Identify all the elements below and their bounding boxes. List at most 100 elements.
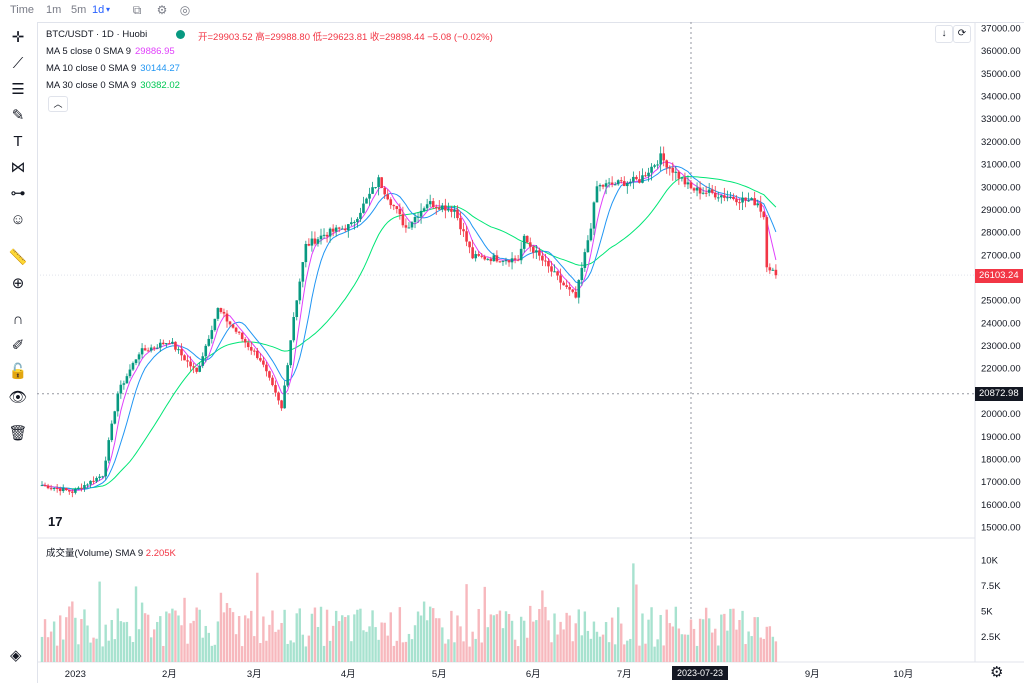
candle-body xyxy=(629,181,632,183)
text-icon[interactable]: T xyxy=(13,133,23,150)
trend-line-icon[interactable]: ⟋ xyxy=(12,55,24,72)
emoji-icon[interactable]: ☺ xyxy=(10,211,26,228)
volume-bar xyxy=(237,615,241,662)
volume-tick: 10K xyxy=(981,556,999,567)
candle-body xyxy=(565,285,568,287)
brush-icon[interactable]: ✎ xyxy=(11,107,25,124)
candle-body xyxy=(140,348,144,355)
volume-bar xyxy=(322,645,326,662)
candle-body xyxy=(647,172,650,177)
ruler-icon[interactable]: 📏 xyxy=(8,249,28,266)
candle-body xyxy=(316,239,320,244)
timeframe-1d[interactable]: 1d xyxy=(92,4,105,16)
volume-bar xyxy=(462,641,465,662)
volume-bar xyxy=(753,617,756,662)
crosshair-icon[interactable]: ✛ xyxy=(11,29,25,46)
volume-bar xyxy=(762,638,765,662)
candle-body xyxy=(201,356,205,366)
volume-bar xyxy=(723,613,726,662)
candle-body xyxy=(80,487,83,489)
settings-gear-icon[interactable]: ⚙ xyxy=(990,664,1004,681)
pattern-icon[interactable]: ⋈ xyxy=(10,159,26,176)
volume-bar xyxy=(58,615,62,662)
volume-bar xyxy=(707,618,711,662)
volume-bar xyxy=(149,637,153,662)
volume-bar xyxy=(586,630,590,662)
candle-body xyxy=(720,195,723,198)
volume-bar xyxy=(580,635,584,662)
magnet-icon[interactable]: ∩ xyxy=(12,311,24,328)
eye-icon[interactable]: 👁 xyxy=(8,389,28,406)
volume-bar xyxy=(298,608,301,662)
volume-bar xyxy=(677,628,681,662)
price-tick: 37000.00 xyxy=(981,24,1021,35)
candle-body xyxy=(422,208,426,211)
candle-body xyxy=(568,286,571,290)
horizontal-lines-icon[interactable]: ☰ xyxy=(11,81,25,98)
volume-bar xyxy=(159,616,162,662)
candle-body xyxy=(125,376,129,384)
candle-body xyxy=(538,250,541,256)
volume-bar xyxy=(365,631,368,662)
candle-body xyxy=(146,350,150,352)
settings-icon[interactable]: ⚙ xyxy=(156,3,168,17)
volume-bar xyxy=(419,615,423,662)
volume-bar xyxy=(83,609,86,662)
candle-body xyxy=(431,201,435,208)
volume-legend: 成交量(Volume) SMA 9 2.205K xyxy=(46,548,176,559)
refresh-icon[interactable]: ⟳ xyxy=(953,25,971,43)
timeframe-5m[interactable]: 5m xyxy=(71,4,87,16)
candle-body xyxy=(531,246,535,253)
scroll-down-icon[interactable]: ↓ xyxy=(935,25,953,43)
time-tick: 2月 xyxy=(162,669,177,680)
candle-body xyxy=(610,182,614,185)
candle-body xyxy=(698,187,702,194)
expand-icon[interactable]: ⧉ xyxy=(132,3,142,17)
candle-body xyxy=(544,260,547,262)
candle-body xyxy=(262,360,265,365)
ma5-line xyxy=(41,161,777,492)
volume-bar xyxy=(774,641,778,662)
chevron-up-icon[interactable]: ︿ xyxy=(48,96,68,112)
candle-body xyxy=(143,348,147,351)
timeframe-1m[interactable]: 1m xyxy=(46,4,62,16)
volume-bar xyxy=(483,586,486,662)
price-tick: 27000.00 xyxy=(981,250,1021,261)
volume-bar xyxy=(359,608,362,662)
layers-icon[interactable]: ◈ xyxy=(10,647,22,664)
candle-body xyxy=(189,361,192,367)
volume-bar xyxy=(720,614,723,662)
candle-body xyxy=(434,207,438,209)
volume-bar xyxy=(465,584,468,662)
candle-body xyxy=(122,383,126,385)
volume-bar xyxy=(98,581,101,662)
volume-bar xyxy=(589,638,593,662)
time-tick: 5月 xyxy=(432,669,447,680)
camera-icon[interactable]: ◎ xyxy=(179,3,191,17)
volume-bar xyxy=(407,633,411,662)
volume-bar xyxy=(671,626,674,662)
candle-body xyxy=(98,476,101,478)
dropdown-icon[interactable]: ▾ xyxy=(105,5,110,14)
price-tick: 17000.00 xyxy=(981,477,1021,488)
candle-body xyxy=(762,211,766,218)
candle-body xyxy=(322,234,326,236)
lock-icon[interactable]: 🔓 xyxy=(8,363,28,380)
volume-bar xyxy=(644,643,647,662)
crosshair-price-label: 20872.98 xyxy=(975,387,1023,401)
volume-bar xyxy=(344,616,347,662)
volume-bar xyxy=(371,610,374,662)
volume-bar xyxy=(607,642,611,662)
prediction-icon[interactable]: ⊶ xyxy=(10,185,26,202)
candle-body xyxy=(286,365,289,386)
candle-body xyxy=(550,266,553,272)
timeframe-time[interactable]: Time xyxy=(10,4,35,16)
trash-icon[interactable]: 🗑 xyxy=(8,425,28,442)
candle-body xyxy=(246,342,250,348)
zoom-icon[interactable]: ⊕ xyxy=(11,275,25,292)
candle-body xyxy=(516,259,520,261)
volume-bar xyxy=(356,609,359,662)
volume-bar xyxy=(289,640,292,662)
lock-drawing-icon[interactable]: ✐ xyxy=(11,337,25,354)
